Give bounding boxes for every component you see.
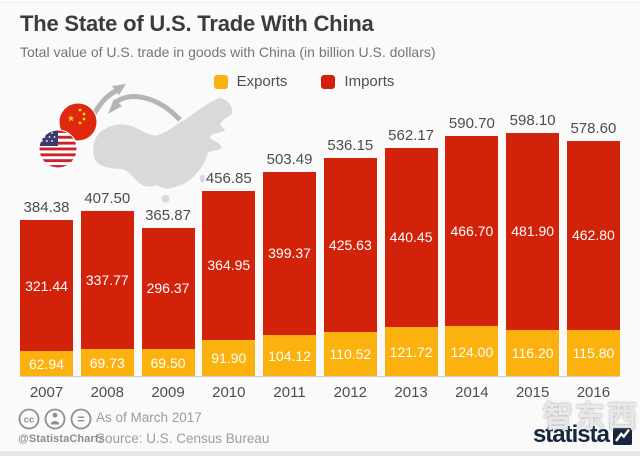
- imports-segment: 481.90: [506, 133, 560, 330]
- total-value-label: 536.15: [327, 137, 374, 155]
- china-flag-icon: [58, 102, 98, 142]
- imports-segment: 425.63: [323, 158, 377, 332]
- year-label: 2009: [151, 384, 185, 401]
- chart-subtitle: Total value of U.S. trade in goods with …: [20, 44, 436, 60]
- legend-item-exports: Exports: [213, 73, 288, 90]
- cc-icon: [18, 408, 40, 430]
- source-note: Source: U.S. Census Bureau: [96, 431, 270, 446]
- year-label: 2015: [515, 384, 550, 401]
- year-label: 2013: [394, 384, 428, 401]
- svg-text:cc: cc: [24, 415, 35, 426]
- total-value-label: 384.38: [23, 199, 70, 217]
- year-label: 2007: [29, 384, 64, 401]
- footer-notes: As of March 2017 Source: U.S. Census Bur…: [96, 407, 269, 449]
- bar-column-2008: 407.50 337.77 69.73 2008: [80, 106, 134, 403]
- attribution-icon: [44, 408, 66, 430]
- exports-segment: 91.90: [202, 339, 256, 377]
- license-block: cc = @StatistaCharts: [18, 407, 105, 445]
- bar-column-2009: 365.87 296.37 69.50 2009: [141, 106, 195, 403]
- year-label: 2016: [576, 384, 611, 401]
- bar-column-2010: 456.85 364.95 91.90 2010: [202, 106, 256, 403]
- imports-segment: 466.70: [445, 136, 499, 327]
- imports-label: Imports: [344, 73, 395, 90]
- exports-swatch: [213, 74, 228, 89]
- exports-segment: 62.94: [20, 351, 73, 377]
- bottom-border: [0, 451, 640, 456]
- statista-logo-icon: [613, 425, 632, 445]
- year-label: 2010: [212, 384, 246, 401]
- year-label: 2012: [333, 384, 368, 401]
- exports-segment: 121.72: [384, 327, 438, 377]
- bar-column-2014: 590.70 466.70 124.00 2014: [445, 106, 499, 403]
- statista-charts-credit: @StatistaCharts: [18, 433, 105, 445]
- top-border: [0, 0, 640, 3]
- total-value-label: 590.70: [448, 115, 495, 133]
- bar-chart: 384.38 321.44 62.94 2007 407.50 337.77 69.73 20…: [20, 106, 620, 403]
- imports-swatch: [321, 74, 336, 89]
- exports-segment: 115.80: [566, 329, 620, 377]
- bars-container: 384.38 321.44 62.94 2007 407.50 337.77 69.73 20…: [20, 106, 620, 403]
- imports-segment: 440.45: [384, 147, 438, 328]
- exchange-arrows-icon: [91, 84, 182, 122]
- total-value-label: 407.50: [84, 189, 131, 207]
- page-title: The State of U.S. Trade With China: [20, 11, 374, 36]
- bar-column-2012: 536.15 425.63 110.52 2012: [323, 106, 377, 403]
- exports-segment: 110.52: [323, 331, 377, 377]
- as-of-date: As of March 2017: [96, 410, 202, 425]
- year-label: 2011: [273, 384, 306, 401]
- total-value-label: 578.60: [570, 120, 617, 138]
- total-value-label: 503.49: [266, 150, 313, 168]
- imports-segment: 321.44: [20, 220, 73, 352]
- bar-column-2015: 598.10 481.90 116.20 2015: [506, 106, 560, 403]
- exports-segment: 116.20: [506, 329, 560, 377]
- imports-segment: 399.37: [263, 171, 317, 335]
- total-value-label: 598.10: [509, 112, 556, 130]
- year-label: 2008: [90, 384, 124, 401]
- total-value-label: 365.87: [145, 206, 191, 224]
- bar-column-2011: 503.49 399.37 104.12 2011: [263, 106, 317, 403]
- imports-segment: 364.95: [202, 190, 256, 340]
- zhidongxi-watermark: 智东西: [543, 401, 639, 434]
- bar-column-2013: 562.17 440.45 121.72 2013: [384, 106, 438, 403]
- china-map-silhouette: [93, 97, 233, 203]
- bar-column-2007: 384.38 321.44 62.94 2007: [20, 106, 73, 403]
- exports-label: Exports: [236, 73, 288, 90]
- total-value-label: 456.85: [205, 169, 252, 187]
- imports-segment: 337.77: [80, 210, 134, 349]
- legend-item-imports: Imports: [321, 73, 394, 90]
- us-flag-icon: [38, 129, 78, 169]
- x-axis-line: [20, 376, 620, 377]
- header: The State of U.S. Trade With China Total…: [20, 11, 436, 60]
- china-map-graphic: [38, 84, 233, 203]
- exports-segment: 69.50: [141, 348, 195, 377]
- exports-segment: 124.00: [445, 326, 499, 377]
- exports-segment: 104.12: [263, 334, 317, 377]
- legend: Exports Imports: [0, 73, 624, 90]
- svg-text:=: =: [77, 412, 85, 427]
- statista-logo: statista: [533, 421, 632, 449]
- statista-wordmark: statista: [532, 421, 610, 448]
- nd-equals-icon: [70, 408, 92, 430]
- cc-license-icons: cc =: [18, 408, 92, 430]
- imports-segment: 462.80: [566, 141, 620, 330]
- total-value-label: 562.17: [388, 126, 435, 144]
- bar-column-2016: 578.60 462.80 115.80 2016: [566, 106, 620, 403]
- exports-segment: 69.73: [80, 348, 134, 377]
- imports-segment: 296.37: [141, 227, 195, 349]
- year-label: 2014: [455, 384, 489, 401]
